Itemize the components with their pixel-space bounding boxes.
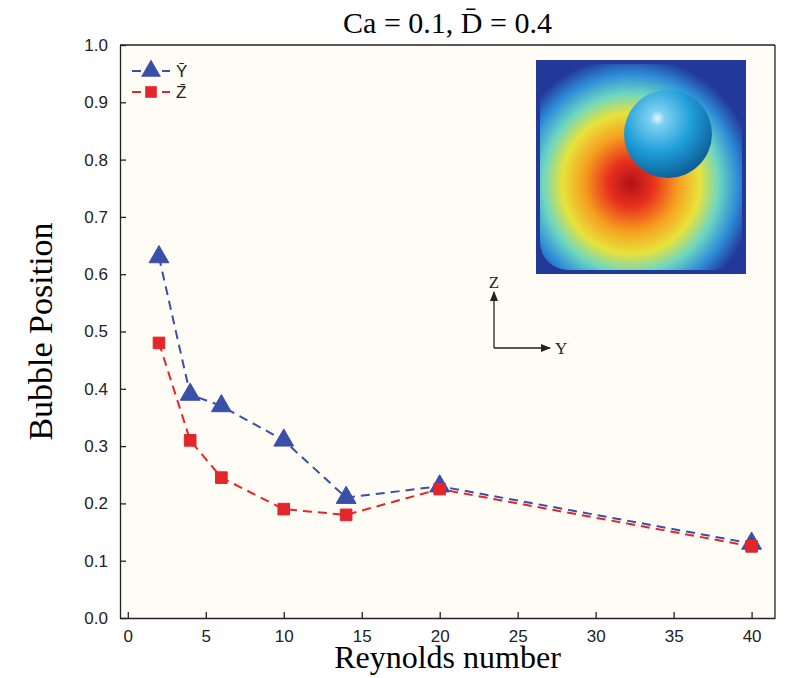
tick-label: 0.0 (84, 609, 108, 628)
tick: 0.5 (84, 322, 126, 341)
tick-mark (596, 612, 597, 618)
chart: ZY05101520253035400.00.10.20.30.40.50.60… (0, 0, 789, 678)
inset-y-arrow (494, 347, 550, 348)
tick: 0.9 (84, 93, 126, 112)
point (211, 395, 231, 412)
tick-mark (362, 612, 363, 618)
axis-line (121, 618, 776, 619)
tick: 10 (275, 612, 294, 646)
legend-label: Z̄ (176, 83, 186, 102)
plot: ZY05101520253035400.00.10.20.30.40.50.60… (84, 36, 775, 646)
point (153, 337, 165, 349)
tick-label: 0.1 (84, 552, 108, 571)
tick-label: 0.9 (84, 93, 108, 112)
tick-label: 1.0 (84, 36, 108, 55)
tick-label: 0.5 (84, 322, 108, 341)
tick-mark (518, 612, 519, 618)
inset: ZY (489, 60, 746, 358)
tick-mark (120, 159, 126, 160)
tick-label: 0.8 (84, 151, 108, 170)
point (149, 246, 169, 263)
tick: 35 (665, 612, 684, 646)
y-axis: 0.0 0.1 0.2 0.3 0.4 0.5 0.6 0.7 0.8 0.9 1.0 (84, 36, 126, 628)
tick-label: 10 (275, 627, 294, 646)
tick: 0.4 (84, 380, 126, 399)
tick-mark (120, 389, 126, 390)
tick: 30 (587, 612, 606, 646)
series-line (159, 257, 752, 544)
point (180, 383, 200, 400)
tick-mark (120, 503, 126, 504)
tick: 0.3 (84, 437, 126, 456)
tick-mark (440, 612, 441, 618)
tick-mark (120, 331, 126, 332)
series-line (159, 343, 752, 546)
point (274, 429, 294, 446)
tick-label: 0.7 (84, 208, 108, 227)
tick: 0.2 (84, 494, 126, 513)
inset-frame (536, 60, 746, 274)
legend-label: Ȳ (176, 62, 187, 81)
tick-label: 35 (665, 627, 684, 646)
point (336, 486, 356, 503)
tick: 0 (124, 612, 133, 646)
tick: 5 (202, 612, 211, 646)
plot-background (120, 45, 775, 618)
tick-label: 0.2 (84, 494, 108, 513)
tick-mark (751, 612, 752, 618)
tick: 40 (743, 612, 762, 646)
inset-z-label: Z (489, 273, 499, 292)
tick-label: 5 (202, 627, 211, 646)
tick-mark (120, 618, 126, 619)
frame (120, 44, 775, 45)
tick: 0.1 (84, 552, 126, 571)
tick-label: 30 (587, 627, 606, 646)
tick-mark (128, 612, 129, 618)
tick-label: 0.4 (84, 380, 108, 399)
point (746, 541, 758, 553)
tick: 0.6 (84, 265, 126, 284)
tick-mark (284, 612, 285, 618)
point (184, 435, 196, 447)
point (278, 503, 290, 515)
legend: Ȳ Z̄ (132, 60, 187, 102)
tick: 0.8 (84, 151, 126, 170)
legend-symbol (145, 86, 157, 98)
marks (149, 246, 761, 553)
inset-heatmap (540, 64, 742, 270)
tick-label: 0.6 (84, 265, 108, 284)
tick: 1.0 (84, 36, 126, 55)
inset-z-arrow (493, 292, 494, 348)
legend-symbol (141, 60, 161, 77)
inset-bubble (624, 90, 712, 178)
y-axis-title: Bubble Position (22, 222, 59, 440)
tick-mark (120, 102, 126, 103)
frame (774, 45, 775, 618)
tick-mark (673, 612, 674, 618)
tick: 0.0 (84, 609, 126, 628)
point (434, 483, 446, 495)
tick: 0.7 (84, 208, 126, 227)
tick-mark (120, 446, 126, 447)
title: Ca = 0.1, D̄ = 0.4 (343, 6, 552, 39)
tick-mark (120, 217, 126, 218)
tick-label: 0 (124, 627, 133, 646)
tick-label: 40 (743, 627, 762, 646)
tick-mark (206, 612, 207, 618)
tick-label: 0.3 (84, 437, 108, 456)
point (340, 509, 352, 521)
x-axis-title: Reynolds number (334, 639, 561, 675)
inset-y-label: Y (555, 339, 567, 358)
tick-mark (120, 274, 126, 275)
point (216, 472, 228, 484)
tick-mark (120, 561, 126, 562)
